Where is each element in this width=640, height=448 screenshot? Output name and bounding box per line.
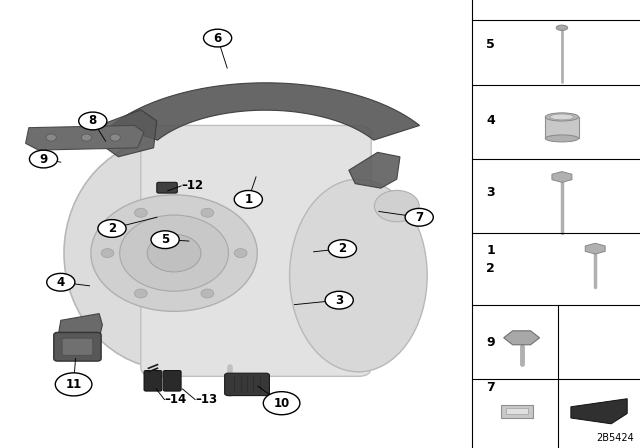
Text: 2: 2	[108, 222, 116, 235]
Circle shape	[134, 289, 147, 298]
Circle shape	[234, 249, 247, 258]
Text: 10: 10	[273, 396, 290, 410]
Circle shape	[46, 134, 56, 141]
Circle shape	[120, 215, 228, 291]
Ellipse shape	[405, 208, 433, 226]
Circle shape	[201, 289, 214, 298]
Ellipse shape	[290, 179, 428, 372]
Ellipse shape	[545, 135, 579, 142]
Text: 4: 4	[486, 114, 495, 128]
Ellipse shape	[545, 113, 579, 121]
Circle shape	[91, 195, 257, 311]
Text: 7: 7	[415, 211, 423, 224]
Circle shape	[101, 249, 114, 258]
Text: 9: 9	[40, 152, 47, 166]
Polygon shape	[59, 314, 102, 340]
Text: –12: –12	[181, 179, 204, 193]
Text: 9: 9	[486, 336, 495, 349]
Text: 1: 1	[486, 244, 495, 258]
FancyBboxPatch shape	[141, 125, 371, 376]
Ellipse shape	[64, 137, 282, 370]
FancyBboxPatch shape	[157, 182, 177, 193]
Ellipse shape	[79, 112, 107, 130]
Text: 8: 8	[89, 114, 97, 128]
Text: 7: 7	[486, 381, 495, 394]
Text: 4: 4	[57, 276, 65, 289]
Text: 3: 3	[335, 293, 343, 307]
Circle shape	[134, 208, 147, 217]
Ellipse shape	[325, 291, 353, 309]
Ellipse shape	[47, 273, 75, 291]
Polygon shape	[111, 83, 420, 140]
Polygon shape	[585, 243, 605, 254]
Polygon shape	[552, 172, 572, 182]
Ellipse shape	[550, 114, 574, 120]
Ellipse shape	[204, 29, 232, 47]
Ellipse shape	[328, 240, 356, 258]
Text: 5: 5	[486, 38, 495, 52]
Text: –13: –13	[195, 393, 218, 406]
Polygon shape	[504, 331, 540, 345]
FancyBboxPatch shape	[163, 370, 181, 391]
Text: 1: 1	[244, 193, 252, 206]
Circle shape	[201, 208, 214, 217]
FancyBboxPatch shape	[62, 338, 93, 355]
Polygon shape	[571, 399, 627, 424]
Ellipse shape	[151, 231, 179, 249]
Ellipse shape	[29, 150, 58, 168]
Ellipse shape	[234, 190, 262, 208]
Bar	[545, 117, 579, 138]
Ellipse shape	[263, 392, 300, 415]
Circle shape	[81, 134, 92, 141]
Circle shape	[110, 134, 120, 141]
Ellipse shape	[55, 373, 92, 396]
Text: 2: 2	[339, 242, 346, 255]
Bar	[506, 408, 528, 414]
Polygon shape	[96, 110, 157, 157]
Circle shape	[147, 234, 201, 272]
Text: 3: 3	[486, 186, 495, 199]
Circle shape	[374, 190, 419, 222]
FancyBboxPatch shape	[144, 370, 162, 391]
Text: –14: –14	[164, 393, 187, 406]
Text: 2: 2	[486, 262, 495, 276]
FancyBboxPatch shape	[54, 332, 101, 361]
FancyBboxPatch shape	[225, 373, 269, 396]
Text: 11: 11	[65, 378, 82, 391]
Text: 2B5424: 2B5424	[596, 433, 634, 443]
Polygon shape	[26, 125, 144, 150]
Text: 5: 5	[161, 233, 169, 246]
Bar	[501, 405, 533, 418]
Ellipse shape	[556, 25, 568, 30]
Ellipse shape	[98, 220, 126, 237]
Polygon shape	[349, 152, 400, 188]
Text: 6: 6	[214, 31, 221, 45]
